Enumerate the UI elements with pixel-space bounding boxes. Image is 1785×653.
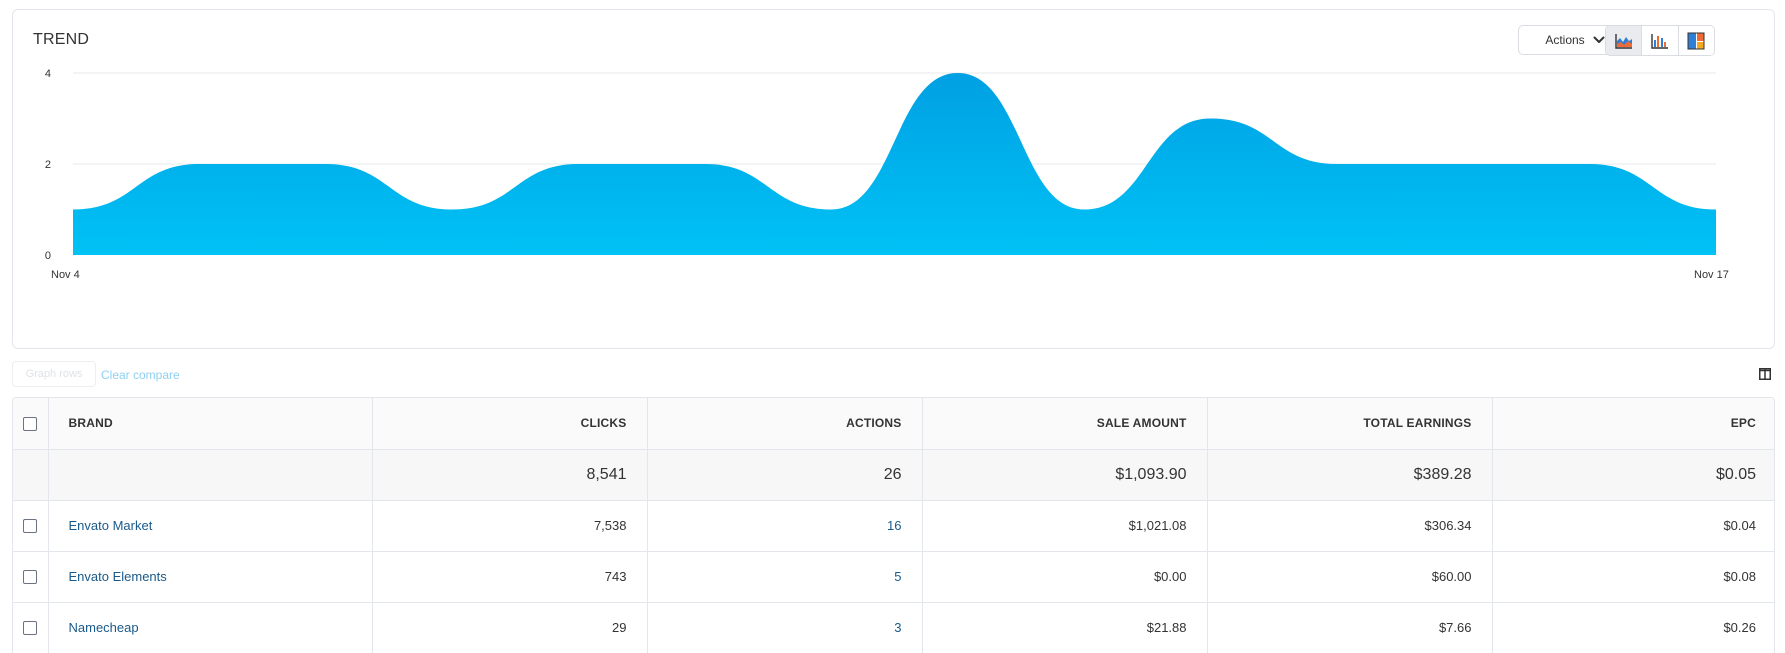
clicks-cell: 7,538 [372, 500, 648, 552]
totals-brand [48, 449, 373, 501]
y-tick-label: 0 [45, 250, 51, 262]
actions-cell: 16 [647, 500, 923, 552]
totals-actions: 26 [647, 449, 923, 501]
clear-compare-link[interactable]: Clear compare [101, 368, 180, 382]
actions-link[interactable]: 3 [894, 620, 902, 635]
brand-link[interactable]: Envato Market [68, 518, 153, 533]
brand-cell: Envato Elements [48, 551, 373, 603]
actions-cell: 5 [647, 551, 923, 603]
row-check-cell [13, 500, 49, 552]
trend-card: TREND Actions [12, 9, 1775, 349]
totals-clicks: 8,541 [372, 449, 648, 501]
chart-type-toggle[interactable] [1605, 25, 1715, 56]
actions-link[interactable]: 16 [887, 518, 902, 533]
table-row: Envato Market 7,538 16 $1,021.08 $306.34… [13, 500, 1774, 552]
row-checkbox[interactable] [23, 570, 38, 585]
treemap-chart-icon [1687, 32, 1705, 49]
bar-chart-button[interactable] [1642, 26, 1679, 55]
totals-epc: $0.05 [1492, 449, 1774, 501]
brand-link[interactable]: Namecheap [68, 620, 139, 635]
brand-cell: Namecheap [48, 602, 373, 653]
clicks-cell: 743 [372, 551, 648, 603]
actions-label: Actions [1545, 33, 1585, 47]
header-brand[interactable]: BRAND [48, 398, 373, 450]
chevron-down-icon [1593, 36, 1605, 43]
sale-amount-cell: $21.88 [922, 602, 1208, 653]
series-area [73, 73, 1716, 255]
y-tick-label: 4 [45, 68, 51, 80]
actions-cell: 3 [647, 602, 923, 653]
table-row: Namecheap 29 3 $21.88 $7.66 $0.26 [13, 602, 1774, 653]
compare-row: Graph rows Clear compare [12, 361, 1775, 389]
actions-link[interactable]: 5 [894, 569, 902, 584]
select-all-checkbox[interactable] [23, 416, 38, 431]
total-earnings-cell: $7.66 [1207, 602, 1493, 653]
totals-row: 8,541 26 $1,093.90 $389.28 $0.05 [13, 449, 1774, 501]
row-checkbox[interactable] [23, 621, 38, 636]
totals-sale-amount: $1,093.90 [922, 449, 1208, 501]
total-earnings-cell: $60.00 [1207, 551, 1493, 603]
header-clicks[interactable]: CLICKS [372, 398, 648, 450]
select-all-cell [13, 398, 49, 450]
sale-amount-cell: $0.00 [922, 551, 1208, 603]
bar-chart-icon [1651, 33, 1668, 49]
area-chart-button[interactable] [1606, 26, 1643, 55]
columns-icon[interactable] [1759, 368, 1771, 380]
x-tick-label: Nov 17 [1694, 269, 1729, 281]
epc-cell: $0.26 [1492, 602, 1774, 653]
epc-cell: $0.08 [1492, 551, 1774, 603]
treemap-chart-button[interactable] [1678, 26, 1714, 55]
table-header-row: BRAND CLICKS ACTIONS SALE AMOUNT TOTAL E… [13, 398, 1774, 450]
row-checkbox[interactable] [23, 519, 38, 534]
clicks-cell: 29 [372, 602, 648, 653]
totals-total-earnings: $389.28 [1207, 449, 1493, 501]
header-total-earnings[interactable]: TOTAL EARNINGS [1207, 398, 1493, 450]
row-check-cell [13, 602, 49, 653]
y-tick-label: 2 [45, 159, 51, 171]
row-check-cell [13, 551, 49, 603]
trend-title: TREND [33, 31, 90, 48]
area-chart-icon [1614, 33, 1632, 49]
epc-cell: $0.04 [1492, 500, 1774, 552]
totals-check-cell [13, 449, 49, 501]
graph-rows-button[interactable]: Graph rows [12, 361, 96, 387]
table-row: Envato Elements 743 5 $0.00 $60.00 $0.08 [13, 551, 1774, 603]
header-sale-amount[interactable]: SALE AMOUNT [922, 398, 1208, 450]
trend-area-chart: 0 2 4 Nov 4 Nov 17 [45, 68, 1729, 281]
brand-table: BRAND CLICKS ACTIONS SALE AMOUNT TOTAL E… [12, 397, 1775, 653]
sale-amount-cell: $1,021.08 [922, 500, 1208, 552]
total-earnings-cell: $306.34 [1207, 500, 1493, 552]
header-epc[interactable]: EPC [1492, 398, 1774, 450]
header-actions[interactable]: ACTIONS [647, 398, 923, 450]
x-tick-label: Nov 4 [51, 269, 80, 281]
brand-link[interactable]: Envato Elements [68, 569, 167, 584]
brand-cell: Envato Market [48, 500, 373, 552]
